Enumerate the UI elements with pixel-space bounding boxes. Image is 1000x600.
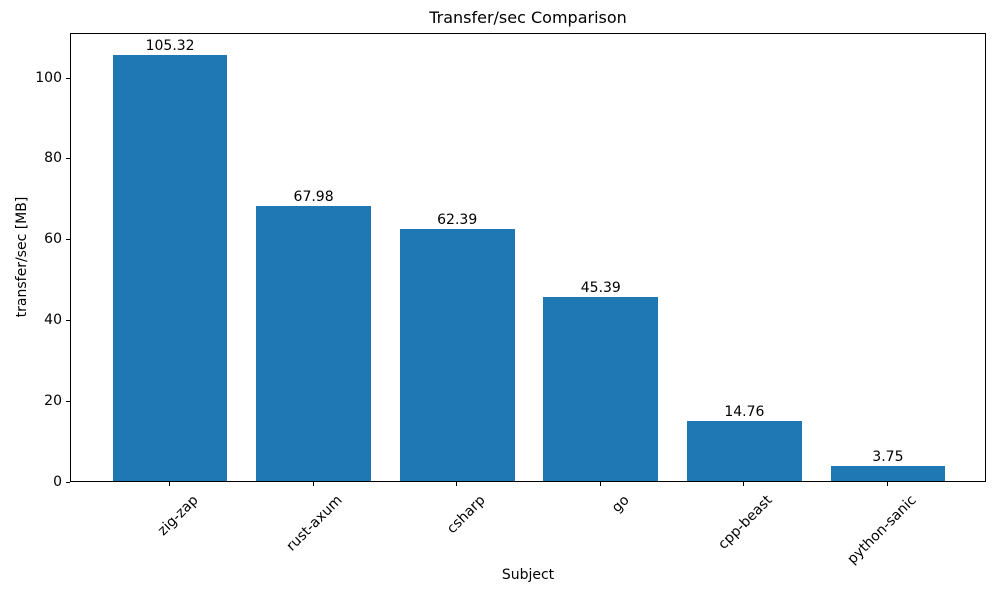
bar-python-sanic (830, 465, 946, 481)
y-tick-label: 40 (44, 312, 62, 329)
x-tick-label: go (608, 492, 633, 516)
x-tick-mark (743, 482, 745, 486)
bar-csharp (399, 228, 515, 481)
bar-value-label: 67.98 (293, 189, 334, 205)
bar-go (543, 297, 659, 481)
bar-value-label: 14.76 (724, 404, 765, 421)
x-tick-label: zig-zap (155, 492, 202, 539)
y-tick-mark (66, 401, 70, 403)
bar-value-label: 62.39 (437, 211, 478, 228)
x-tick-mark (456, 482, 458, 486)
x-tick-label: cpp-beast (715, 492, 776, 553)
y-tick-mark (66, 77, 70, 79)
x-tick-mark (599, 482, 601, 486)
bar-value-label: 105.32 (145, 38, 195, 54)
y-tick-label: 20 (44, 393, 62, 410)
y-tick-mark (66, 158, 70, 160)
chart-title: Transfer/sec Comparison (429, 8, 627, 27)
y-tick-label: 80 (44, 150, 62, 167)
bar-zig-zap (112, 55, 228, 481)
x-axis-label: Subject (501, 567, 555, 583)
bar-rust-axum (256, 206, 372, 481)
y-axis-label: transfer/sec [MB] (14, 196, 30, 318)
bar-value-label: 3.75 (872, 448, 904, 465)
y-tick-label: 0 (53, 474, 62, 490)
y-tick-mark (66, 482, 70, 483)
y-tick-label: 60 (44, 231, 62, 248)
x-tick-mark (312, 482, 314, 486)
x-tick-label: rust-axum (283, 492, 346, 555)
x-tick-mark (886, 482, 888, 486)
y-tick-label: 100 (35, 69, 62, 86)
x-tick-label: python-sanic (844, 492, 920, 568)
x-tick-mark (169, 482, 171, 486)
plot-area: 105.32 67.98 62.39 45.39 14.76 3.75 (70, 33, 986, 482)
bar-cpp-beast (686, 421, 802, 481)
y-tick-mark (66, 239, 70, 241)
bar-value-label: 45.39 (580, 280, 621, 297)
x-tick-label: csharp (444, 492, 489, 537)
y-tick-mark (66, 320, 70, 322)
